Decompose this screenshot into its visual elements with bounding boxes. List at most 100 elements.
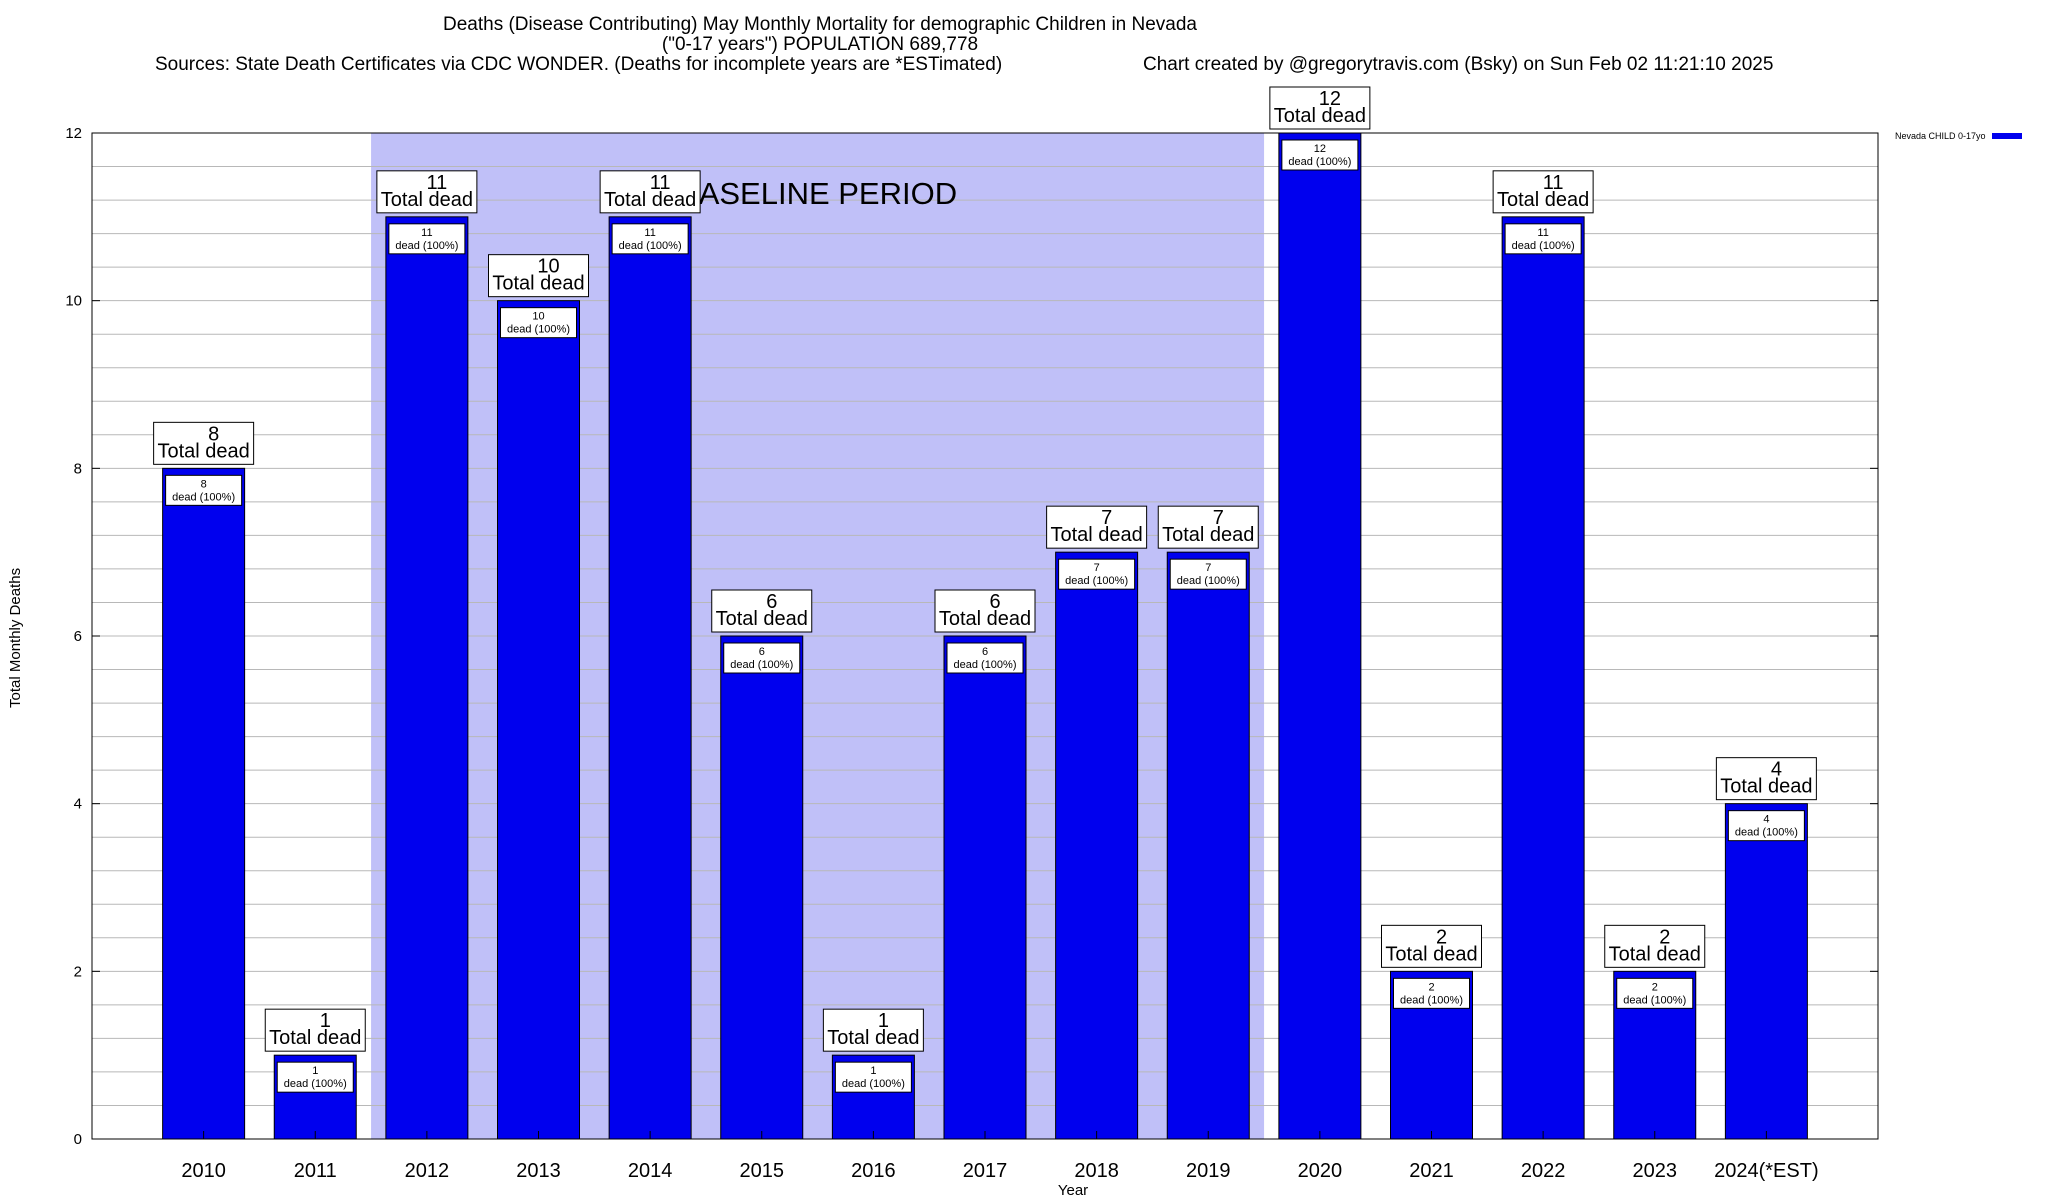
bar-total-value: 1 (878, 1010, 889, 1032)
bar-total-label: Total dead (1497, 189, 1589, 211)
bar-inner-label-box (1058, 558, 1136, 590)
bar-total-label: Total dead (1385, 943, 1477, 965)
legend: Nevada CHILD 0-17yo (1895, 131, 2022, 141)
bar-inner-label-box (834, 1061, 912, 1093)
x-tick-label: 2014 (628, 1160, 673, 1182)
bar-inner-value: 10 (532, 311, 544, 323)
x-tick-label: 2018 (1074, 1160, 1119, 1182)
bar-inner-value: 7 (1094, 562, 1100, 574)
bar-total-label-box (1604, 924, 1706, 968)
bar-total-value: 7 (1213, 507, 1224, 529)
bar-total-label: Total dead (1720, 776, 1812, 798)
bar-total-label: Total dead (1609, 943, 1701, 965)
bar (1724, 803, 1808, 1140)
bar (720, 635, 804, 1140)
bar-total-label: Total dead (939, 608, 1031, 630)
bar-total-value: 10 (537, 256, 559, 278)
bar-inner-value: 11 (421, 227, 432, 239)
x-tick-label: 2024(*EST) (1714, 1160, 1819, 1182)
bar-total-value: 11 (426, 172, 447, 194)
bar-inner-label: dead (100%) (1400, 994, 1463, 1006)
bar-total-label: Total dead (604, 189, 696, 211)
bar-total-label-box (1715, 757, 1817, 801)
bar-total-label-box (711, 589, 813, 633)
bar-total-value: 6 (766, 591, 777, 613)
bar-total-label: Total dead (157, 440, 249, 462)
bar-inner-value: 1 (870, 1065, 876, 1077)
chart-subtitle: ("0-17 years") POPULATION 689,778 (661, 34, 979, 55)
x-tick-label: 2010 (181, 1160, 226, 1182)
bar-inner-label: dead (100%) (172, 491, 235, 503)
x-tick-label: 2013 (516, 1160, 561, 1182)
bar-total-value: 11 (650, 172, 671, 194)
bar-inner-value: 6 (982, 646, 988, 658)
bar-inner-label: dead (100%) (507, 324, 570, 336)
bar-inner-label-box (723, 642, 801, 674)
y-tick-label: 6 (74, 628, 82, 645)
bar-total-label: Total dead (1162, 524, 1254, 546)
bar (497, 300, 580, 1140)
bar-inner-label: dead (100%) (954, 659, 1017, 671)
bar-total-label: Total dead (1274, 105, 1366, 127)
legend-swatch (1991, 133, 2022, 139)
bar (1166, 551, 1250, 1140)
x-tick-label: 2015 (740, 1160, 785, 1182)
bar-inner-label-box (388, 223, 466, 255)
y-tick-label: 8 (74, 460, 82, 477)
bar (1055, 551, 1139, 1140)
bar-total-value: 4 (1771, 759, 1782, 781)
bar-inner-label-box (1616, 977, 1694, 1009)
legend-label: Nevada CHILD 0-17yo (1895, 131, 1986, 141)
chart-credit: Chart created by @gregorytravis.com (Bsk… (1143, 54, 1774, 75)
bar-total-label: Total dead (381, 189, 473, 211)
bar-total-label-box (1492, 170, 1594, 214)
bar-total-label-box (1381, 924, 1482, 968)
bar (162, 467, 246, 1140)
bar-inner-label: dead (100%) (1512, 240, 1575, 252)
bar-inner-value: 2 (1652, 981, 1658, 993)
bar-inner-label: dead (100%) (395, 240, 458, 252)
y-tick-label: 2 (74, 963, 82, 980)
bar-inner-label-box (611, 223, 689, 255)
bar-total-value: 2 (1659, 926, 1670, 948)
x-tick-label: 2020 (1298, 1160, 1343, 1182)
bar-inner-label: dead (100%) (1623, 994, 1686, 1006)
bar-total-value: 7 (1101, 507, 1112, 529)
bar-total-label: Total dead (269, 1027, 361, 1049)
bar-inner-label-box (500, 307, 577, 339)
bar-inner-label-box (1727, 810, 1805, 842)
bar-total-label-box (264, 1008, 366, 1052)
y-axis-label: Total Monthly Deaths (7, 567, 24, 708)
bar-inner-value: 7 (1205, 562, 1211, 574)
bar-total-label-box (153, 421, 255, 465)
bar-inner-label: dead (100%) (284, 1078, 347, 1090)
plot-frame (91, 132, 1879, 1140)
bar-total-label-box (376, 170, 478, 214)
y-tick-label: 12 (65, 125, 82, 142)
bar-inner-value: 1 (312, 1065, 318, 1077)
x-axis-label: Year (1058, 1182, 1088, 1199)
chart-sources: Sources: State Death Certificates via CD… (155, 54, 1003, 75)
bar-total-label: Total dead (1050, 524, 1142, 546)
x-tick-label: 2019 (1186, 1160, 1231, 1182)
bar-inner-value: 2 (1428, 981, 1434, 993)
x-tick-label: 2012 (405, 1160, 450, 1182)
bar-inner-value: 12 (1314, 143, 1326, 155)
bar-inner-label: dead (100%) (619, 240, 682, 252)
bar-inner-value: 11 (1537, 227, 1548, 239)
bar-inner-label-box (946, 642, 1024, 674)
bar-total-label-box (599, 170, 701, 214)
x-tick-label: 2011 (294, 1160, 337, 1182)
y-tick-label: 0 (74, 1131, 82, 1148)
bar (1278, 132, 1362, 1140)
bar-inner-label: dead (100%) (1177, 575, 1240, 587)
bar (1501, 216, 1585, 1140)
bar-total-value: 8 (208, 423, 219, 445)
bar-total-value: 12 (1319, 88, 1341, 110)
bar-total-label-box (1046, 505, 1148, 549)
bar (943, 635, 1027, 1140)
bar-inner-label-box (1169, 558, 1247, 590)
x-tick-label: 2021 (1409, 1160, 1454, 1182)
x-tick-label: 2022 (1521, 1160, 1566, 1182)
bar-total-label: Total dead (827, 1027, 919, 1049)
